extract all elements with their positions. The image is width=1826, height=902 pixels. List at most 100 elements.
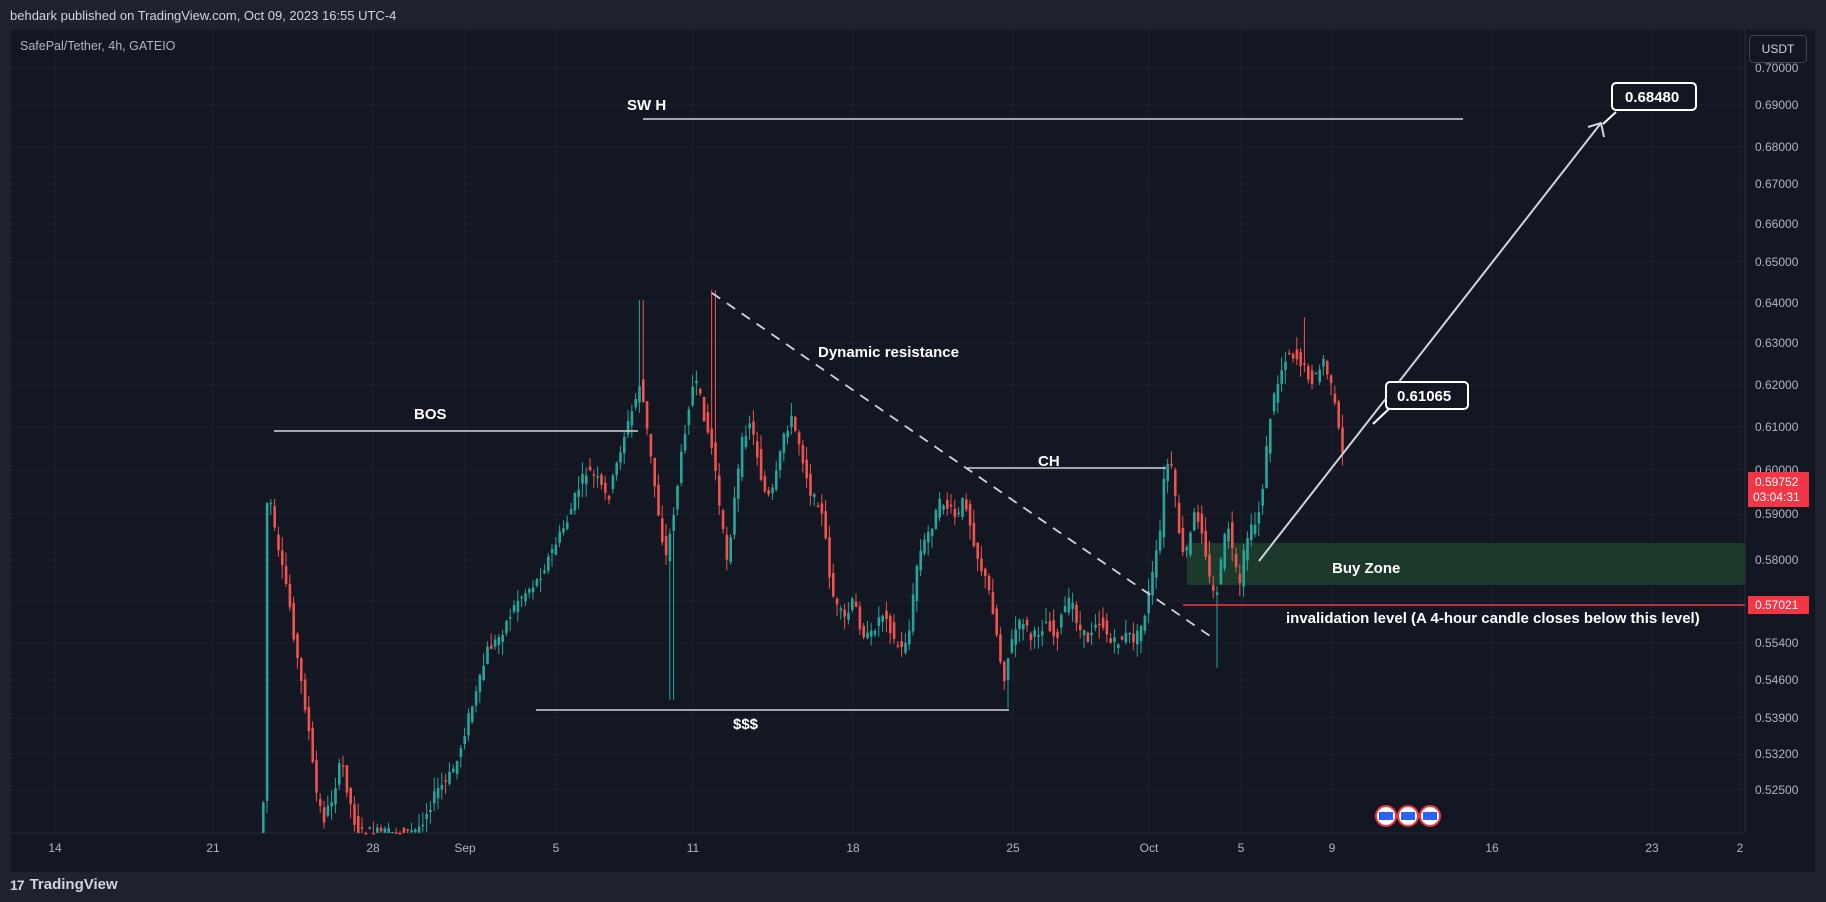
symbol-legend[interactable]: SafePal/Tether, 4h, GATEIO (20, 39, 176, 53)
price-tick: 0.52500 (1755, 783, 1799, 797)
candle-body (1170, 463, 1173, 466)
candle-body (813, 494, 816, 498)
candle-body (1238, 573, 1242, 583)
candle-body (509, 617, 512, 619)
candle-body (1041, 631, 1044, 636)
candle-body (497, 637, 501, 646)
candle-body (319, 799, 322, 806)
candle-body (615, 462, 618, 476)
candle-body (1307, 366, 1310, 380)
candle-body (1124, 632, 1128, 643)
candle-body (577, 489, 580, 497)
candle-body (934, 510, 938, 530)
candle-body (1113, 637, 1116, 643)
candle-body (1196, 512, 1200, 522)
candle-body (1071, 602, 1074, 609)
candle-body (585, 475, 588, 485)
candle-body (737, 468, 740, 499)
candle-body (919, 550, 922, 571)
candle-body (649, 434, 653, 457)
time-tick: 16 (1485, 841, 1499, 855)
chart-grid (11, 30, 1746, 834)
candle-body (1105, 620, 1109, 635)
time-tick: 2 (1737, 841, 1744, 855)
candle-body (733, 497, 736, 535)
candle-body (797, 432, 801, 445)
target-callout-box (1611, 82, 1697, 111)
candle-body (1037, 635, 1040, 637)
candle-body (600, 474, 603, 485)
candle-body (1200, 513, 1204, 534)
price-axis: 0.70000 0.69000 0.68000 0.67000 0.66000 0.650… (1755, 61, 1799, 797)
candle-body (1166, 464, 1169, 482)
candle-body (284, 565, 288, 585)
candle-body (1079, 624, 1082, 631)
candle-body (512, 605, 516, 612)
time-tick: 5 (1238, 841, 1245, 855)
candle-body (1025, 619, 1029, 626)
candle-body (866, 632, 869, 639)
candle-body (1029, 633, 1033, 640)
currency-button[interactable]: USDT (1749, 35, 1807, 63)
candle-body (1063, 606, 1067, 613)
price-tick: 0.63000 (1755, 336, 1799, 350)
price-tick: 0.62000 (1755, 378, 1799, 392)
countdown-text: 03:04:31 (1753, 490, 1800, 504)
candle-body (957, 512, 960, 515)
candle-body (1253, 524, 1257, 534)
candle-body (1033, 630, 1036, 637)
candle-body (862, 625, 865, 638)
candle-body (710, 428, 713, 448)
candle-body (1094, 624, 1097, 628)
price-tick: 0.66000 (1755, 217, 1799, 231)
candle-body (778, 451, 782, 470)
candle-body (927, 531, 930, 543)
candle-body (452, 768, 455, 773)
candle-body (1212, 585, 1215, 591)
candle-body (1208, 554, 1211, 577)
tradingview-logo[interactable]: 17 TradingView (10, 876, 118, 893)
candle-body (281, 550, 284, 566)
candle-body (661, 518, 664, 543)
candle-body (307, 706, 311, 732)
candle-body (345, 765, 349, 793)
candle-body (794, 416, 797, 431)
candle-body (645, 401, 649, 429)
candle-body (1132, 633, 1135, 643)
price-tick: 0.68000 (1755, 140, 1799, 154)
candle-body (368, 827, 371, 830)
candle-body (1052, 620, 1055, 637)
candle-body (695, 380, 698, 384)
candle-body (1147, 591, 1150, 614)
candle-body (885, 610, 888, 619)
candle-body (326, 805, 330, 816)
candle-body (414, 829, 417, 833)
candle-body (843, 609, 846, 617)
candle-body (379, 827, 383, 832)
candle-body (391, 831, 394, 834)
candle-body (984, 568, 987, 577)
candle-body (562, 528, 565, 533)
candle-body (296, 633, 299, 658)
candle-body (657, 484, 660, 516)
candle-body (490, 645, 493, 649)
candle-body (904, 642, 907, 653)
candle-body (953, 508, 957, 518)
time-tick: 18 (846, 841, 860, 855)
candle-body (851, 598, 854, 611)
time-tick: 5 (553, 841, 560, 855)
candle-body (915, 565, 919, 601)
candle-body (1303, 363, 1306, 365)
candle-body (683, 433, 687, 451)
candle-body (687, 409, 691, 425)
candle-body (364, 833, 368, 835)
candle-body (809, 473, 812, 496)
candle-body (721, 510, 725, 530)
candle-body (1185, 547, 1188, 551)
price-tick: 0.67000 (1755, 177, 1799, 191)
candle-body (1227, 528, 1230, 542)
candle-body (938, 498, 941, 518)
candle-body (1318, 369, 1321, 383)
candle-body (668, 533, 672, 561)
